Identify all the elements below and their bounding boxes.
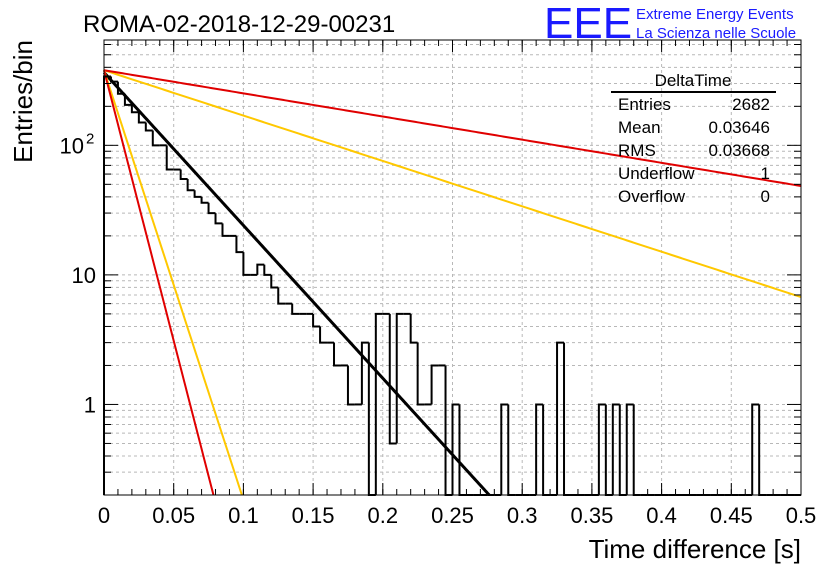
x-tick-label: 0.25 [431, 503, 474, 528]
histogram-bin [109, 76, 118, 83]
stats-row-value: 0.03668 [709, 141, 770, 160]
histogram-bin [277, 287, 286, 305]
histogram-bin [270, 274, 279, 289]
histogram-bin [214, 213, 223, 225]
histogram-bin [312, 313, 321, 328]
histogram-bin [625, 403, 634, 495]
axis-ticks: 0 0.05 0.1 0.15 0.2 0.25 0.3 0.35 0.4 0.45 0.51101… [60, 40, 817, 528]
histogram-bin [458, 404, 467, 496]
histogram-bin [444, 365, 453, 496]
histogram-bin [123, 93, 132, 106]
histogram-bin [346, 365, 355, 406]
histogram-bin [263, 264, 272, 276]
histogram-bin [542, 404, 551, 496]
histogram-bin [611, 403, 620, 495]
y-tick-label: 1 [84, 392, 96, 417]
chart-title: ROMA-02-2018-12-29-00231 [83, 11, 395, 38]
histogram-bin [242, 252, 251, 276]
y-axis-label: Entries/bin [8, 40, 38, 163]
histogram-bin [360, 341, 369, 405]
x-axis-label: Time difference [s] [589, 534, 801, 564]
histogram-bin [319, 326, 328, 344]
histogram-bin [395, 312, 404, 444]
histogram-bin [291, 303, 300, 315]
histogram-bin [409, 313, 418, 344]
histogram-bin [116, 81, 125, 95]
histogram-bin [221, 223, 230, 237]
x-tick-label: 0 [98, 503, 110, 528]
x-tick-label: 0.45 [710, 503, 753, 528]
histogram-bin [632, 404, 641, 496]
fit-curves [102, 69, 802, 496]
histogram-bin [179, 169, 188, 180]
histogram-bin [130, 104, 139, 114]
x-tick-label: 0.15 [292, 503, 335, 528]
stats-row-label: Mean [618, 118, 661, 137]
stats-row-value: 2682 [732, 95, 770, 114]
stats-rows: Entries 2682 Mean 0.03646 RMS 0.03668 Underflo… [618, 95, 770, 206]
histogram-bin [200, 196, 209, 204]
fit-curve-4 [103, 69, 243, 496]
logo-mark: EEE [544, 0, 632, 48]
stats-row-label: Entries [618, 95, 671, 114]
histogram-bin [256, 263, 265, 275]
histogram-bin [604, 404, 613, 496]
x-tick-label: 0.05 [152, 503, 195, 528]
histogram-bin [597, 403, 606, 495]
histogram-bin [758, 404, 767, 496]
histogram-bin [151, 130, 160, 147]
stats-row-value: 0 [761, 187, 770, 206]
stats-row-label: Underflow [618, 164, 695, 183]
stats-box: DeltaTime Entries 2682 Mean 0.03646 RMS 0.036… [611, 71, 776, 206]
x-tick-label: 0.1 [228, 503, 259, 528]
stats-row-label: Overflow [618, 187, 686, 206]
stats-row-value: 0.03646 [709, 118, 770, 137]
histogram-bin [507, 404, 516, 496]
histogram-bin [751, 403, 760, 495]
histogram-bin [137, 112, 146, 124]
logo-line2: La Scienza nelle Scuole [636, 25, 796, 42]
histogram-bin [374, 312, 383, 495]
histogram-bin [165, 145, 174, 171]
x-tick-label: 0.4 [646, 503, 677, 528]
x-tick-label: 0.5 [786, 503, 817, 528]
x-tick-label: 0.35 [570, 503, 613, 528]
fit-curve-5 [103, 69, 215, 496]
histogram-bin [430, 364, 439, 405]
histogram-bin [556, 341, 565, 495]
histogram-bin [103, 75, 111, 495]
stats-title: DeltaTime [655, 71, 732, 90]
histogram-bin [333, 342, 341, 367]
logo-line1: Extreme Energy Events [636, 6, 794, 23]
histogram-bin [618, 404, 627, 496]
histogram-bin [500, 403, 509, 495]
fit-curve-2 [103, 69, 802, 299]
stats-row-value: 1 [761, 164, 770, 183]
stats-row-label: RMS [618, 141, 656, 160]
logo: EEE Extreme Energy Events La Scienza nel… [544, 0, 796, 48]
histogram-bin [235, 235, 244, 254]
fit-curve-3 [103, 69, 802, 187]
y-tick-label: 10 [72, 263, 96, 288]
histogram-bin [193, 190, 202, 198]
histogram-bin [144, 122, 153, 132]
y-tick-label: 10 [60, 133, 84, 158]
histogram-bin [186, 178, 195, 192]
x-tick-label: 0.3 [507, 503, 538, 528]
x-tick-label: 0.2 [368, 503, 399, 528]
histogram-bin [388, 313, 397, 445]
y-tick-exponent: 2 [86, 130, 94, 147]
histogram-bin [535, 403, 544, 495]
histogram-bin [416, 342, 425, 406]
fit-curve-1 [102, 71, 491, 496]
histogram [103, 75, 801, 496]
histogram-bin [207, 202, 216, 215]
histogram-bin [451, 403, 460, 495]
